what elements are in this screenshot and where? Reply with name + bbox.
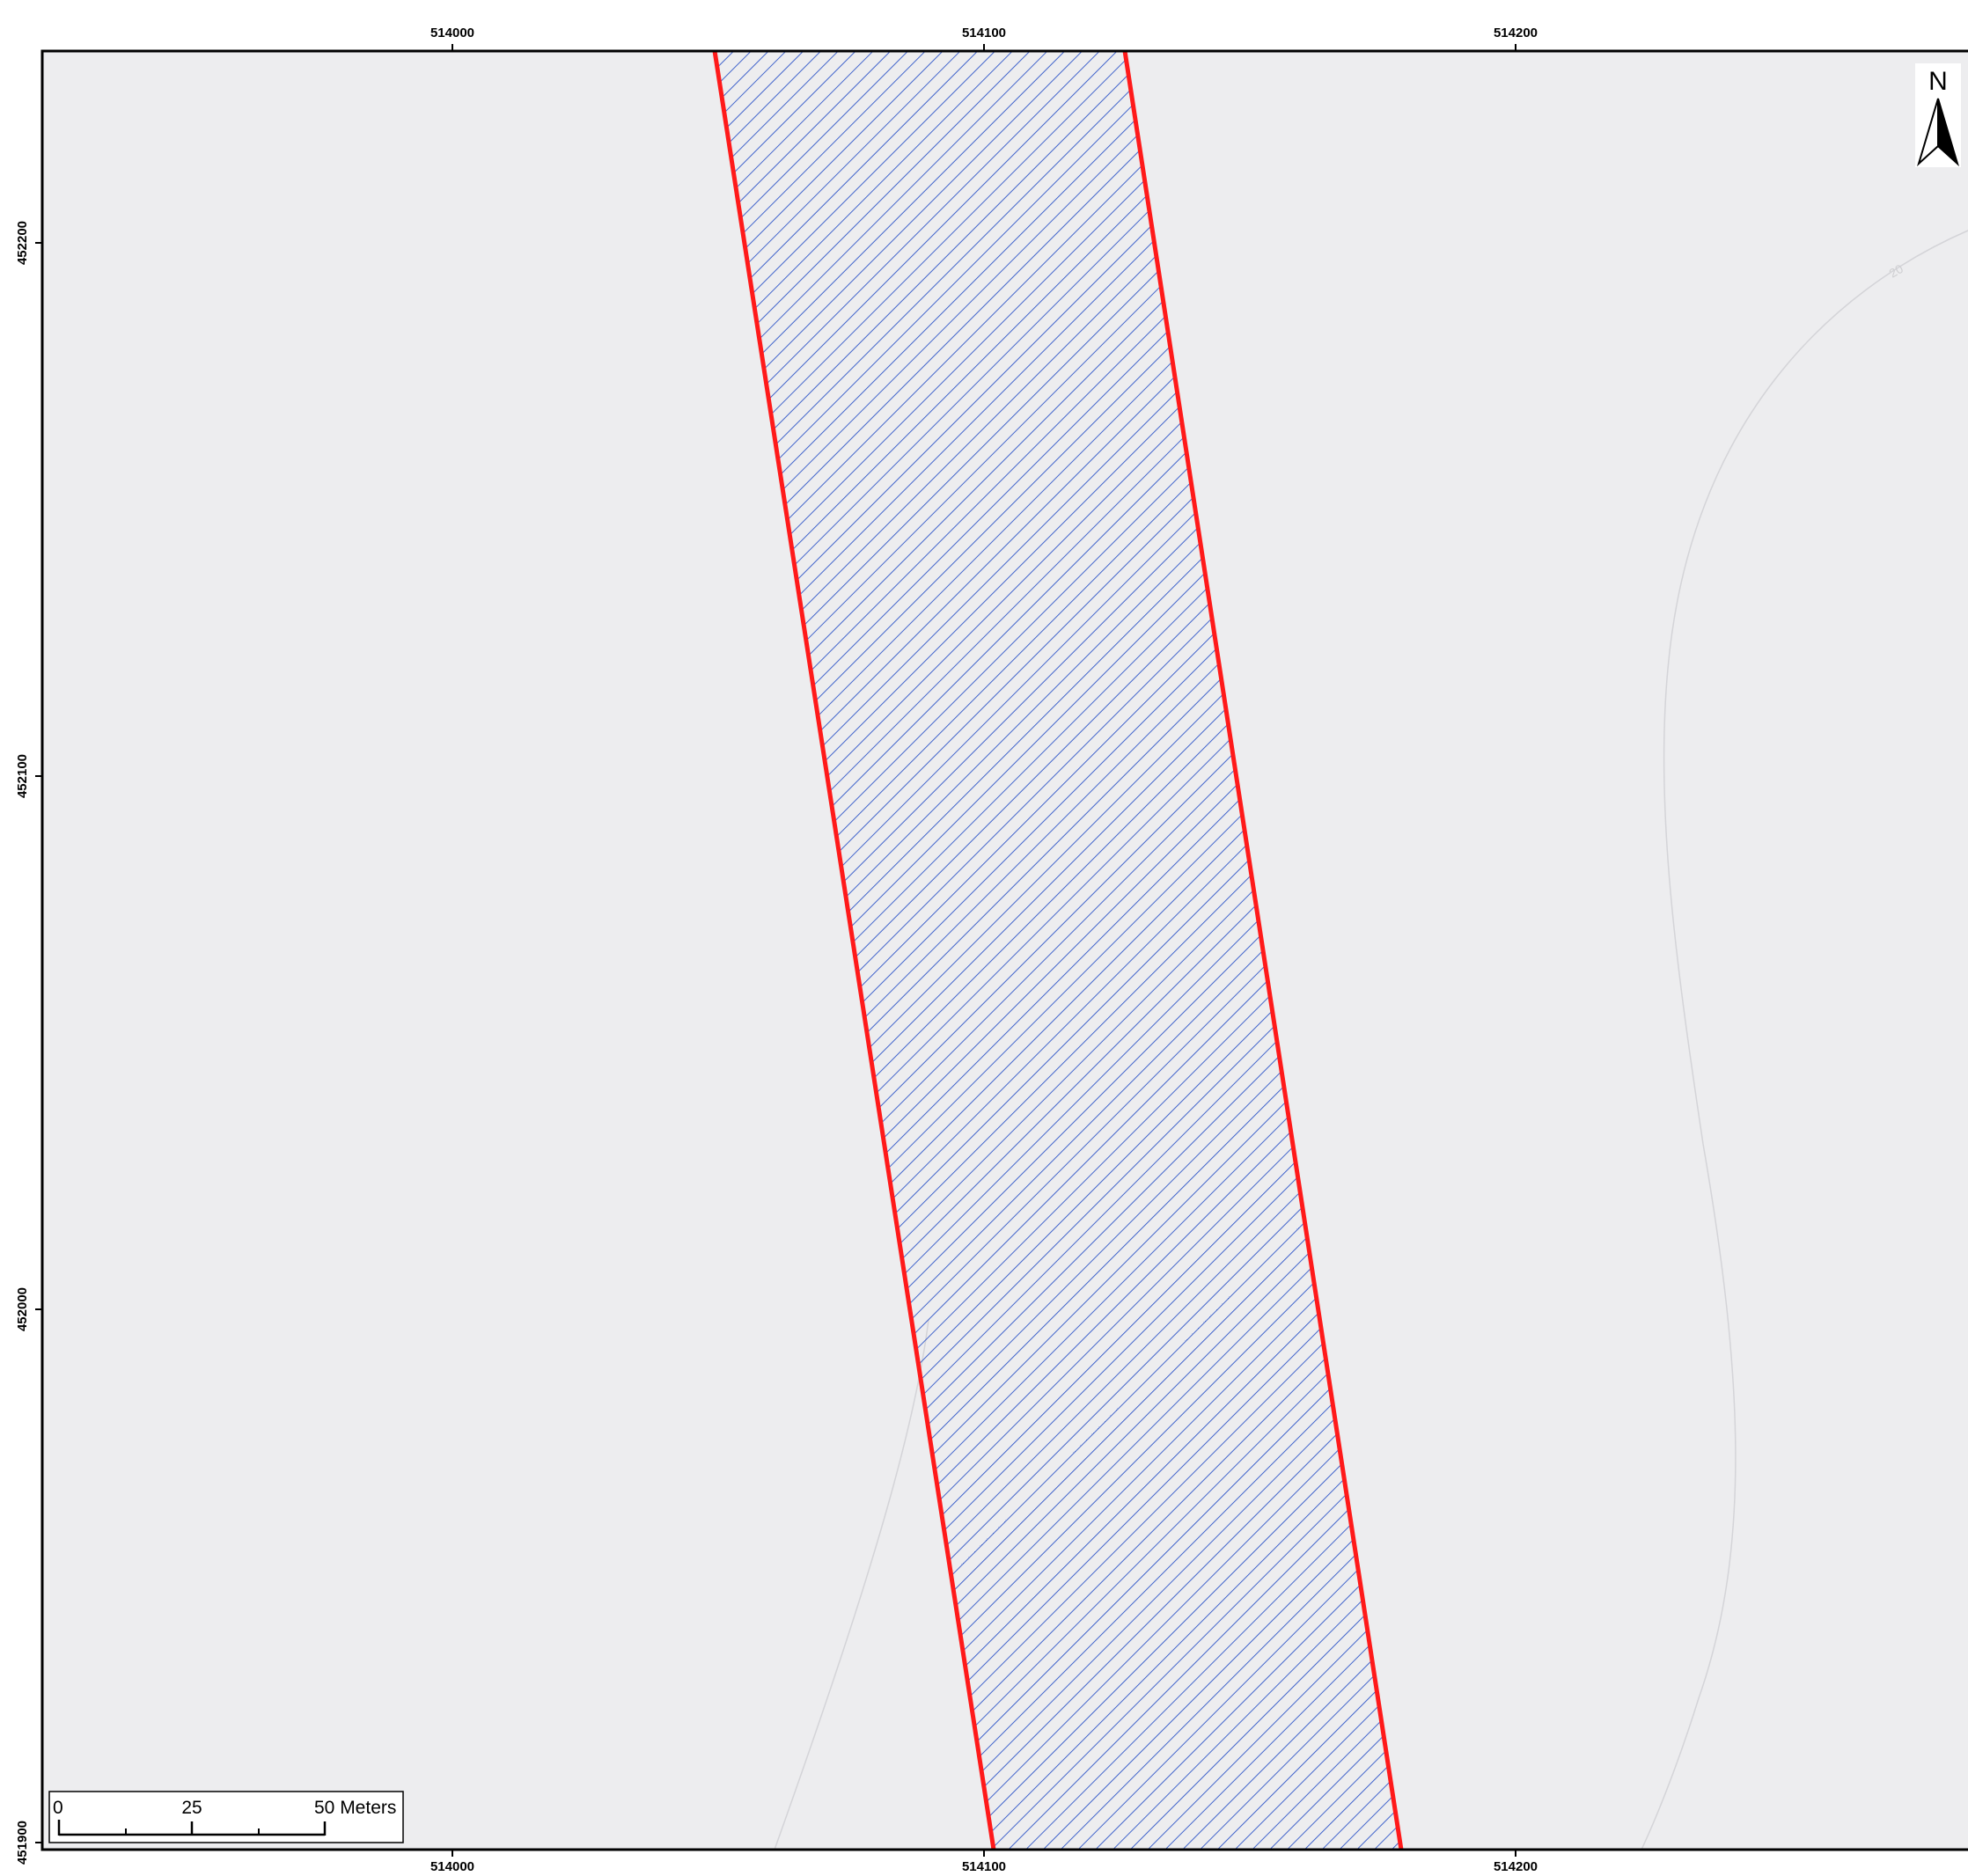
bottom-grid-labels: 514000 514100 514200 [430,1859,1538,1874]
bottom-grid-label: 514000 [430,1859,474,1874]
top-grid-label: 514000 [430,26,474,40]
top-grid-label: 514200 [1494,26,1538,40]
parcel-boundary-east [1122,51,1404,1850]
left-grid-label: 451900 [15,1821,30,1865]
left-grid-label: 452000 [15,1287,30,1331]
top-grid-labels: 514000 514100 514200 [430,26,1538,40]
contour-label: 20 [1887,261,1906,281]
bottom-grid-ticks [452,1850,1516,1857]
parcel-boundary-west [712,51,996,1850]
north-arrow-icon [1917,98,1959,167]
top-grid-ticks [452,44,1516,51]
contour-line-west [774,1319,929,1850]
left-grid-labels: 452200 452100 452000 451900 [15,221,30,1865]
scale-label-mid: 25 [181,1798,202,1818]
scale-label-end: 50 Meters [314,1798,396,1818]
scale-bar: 0 25 50 Meters [48,1791,404,1843]
top-grid-label: 514100 [962,26,1006,40]
parcel-hatched-area[interactable] [715,51,1401,1850]
left-grid-label: 452100 [15,754,30,798]
scale-label-zero: 0 [53,1798,63,1818]
left-grid-label: 452200 [15,221,30,265]
bottom-grid-label: 514100 [962,1859,1006,1874]
contour-line-east [1641,230,1968,1850]
north-arrow: N [1915,63,1961,167]
left-grid-ticks [35,242,42,1843]
map-frame [40,49,1968,1851]
bottom-grid-label: 514200 [1494,1859,1538,1874]
north-label: N [1928,67,1948,96]
